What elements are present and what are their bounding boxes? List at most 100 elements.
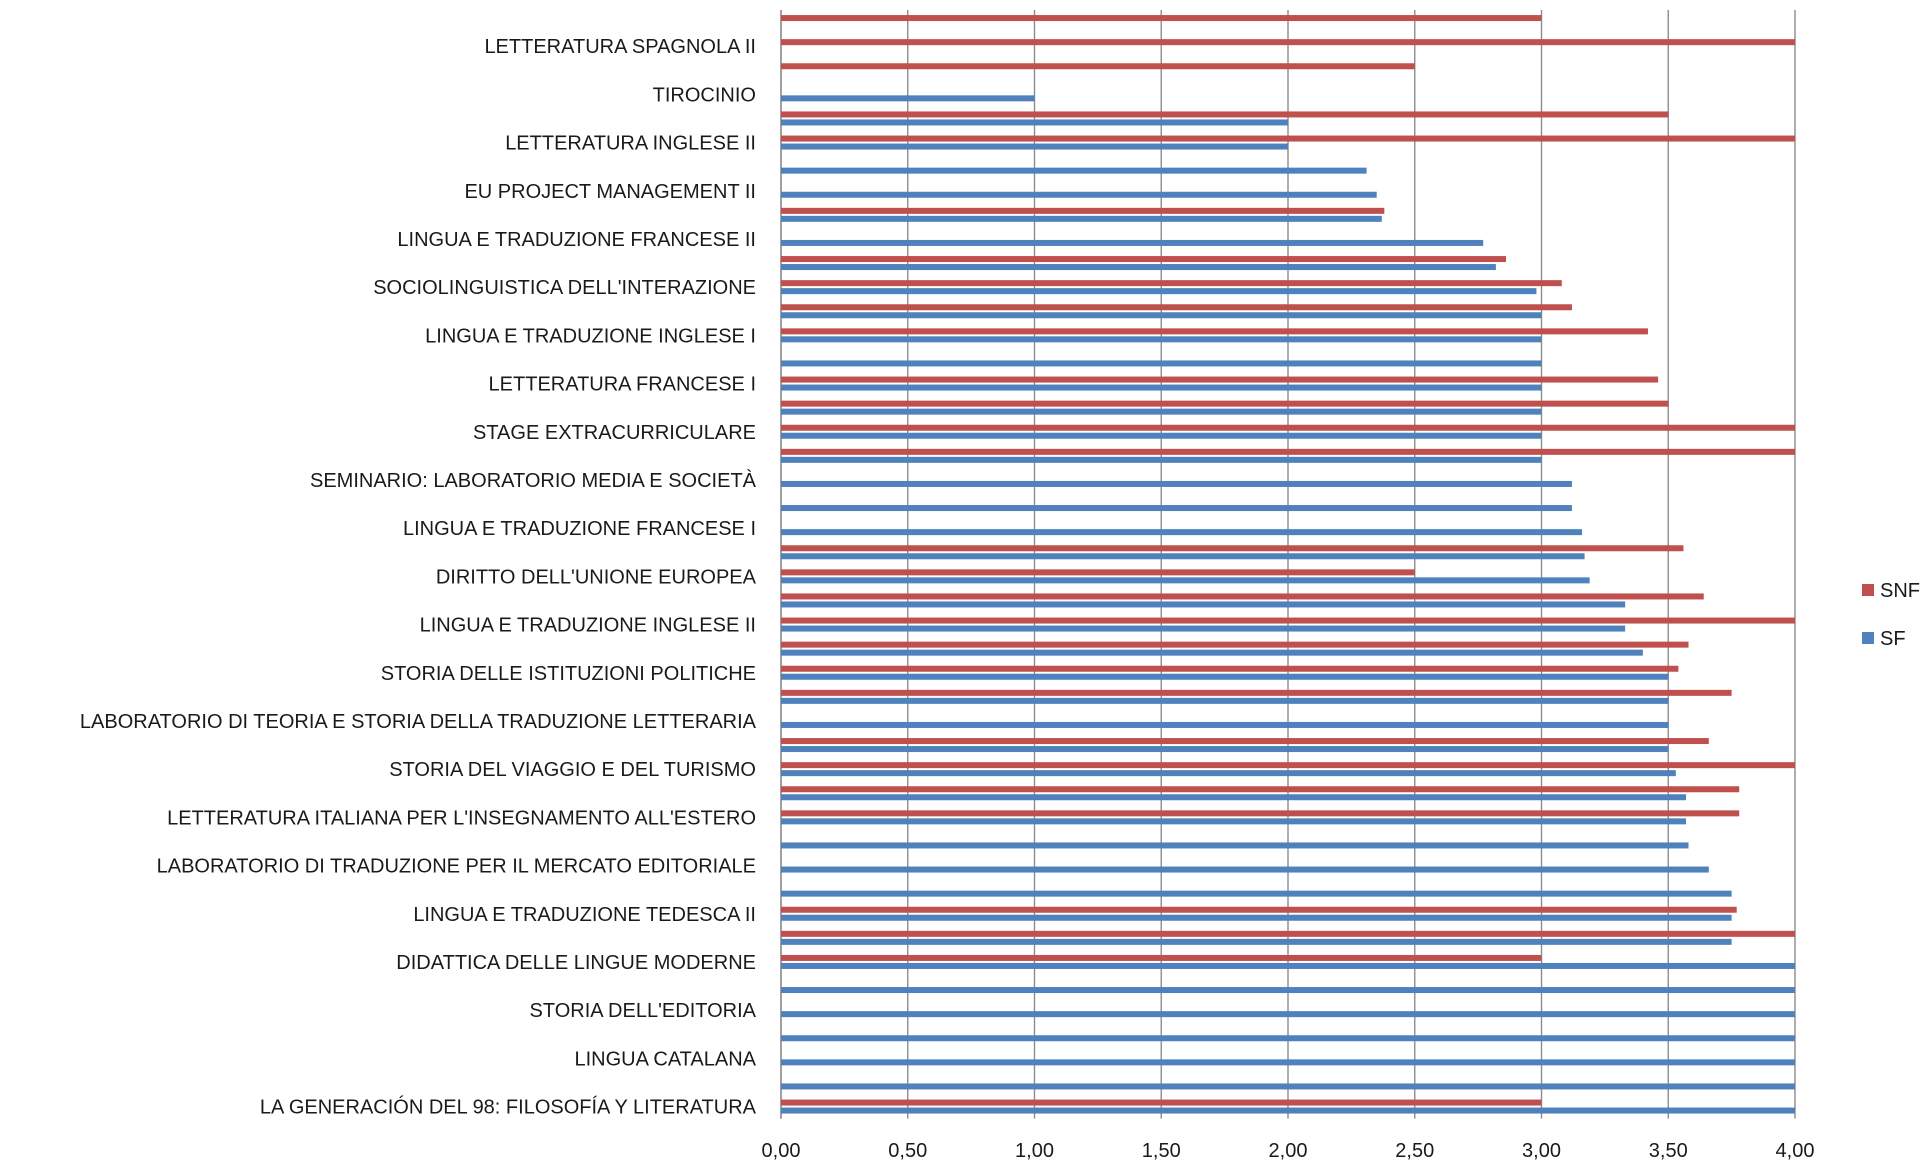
bar-snf: [781, 448, 1795, 455]
category-label: DIDATTICA DELLE LINGUE MODERNE: [396, 952, 756, 974]
bar-sf: [781, 288, 1537, 295]
bar-sf: [781, 1083, 1795, 1090]
x-tick-label: 4,00: [1776, 1140, 1815, 1162]
bar-snf: [781, 738, 1709, 745]
bar-snf: [781, 280, 1562, 287]
category-labels: LETTERATURA SPAGNOLA II TIROCINIO LETTERAT…: [80, 36, 757, 1118]
bar-snf: [781, 424, 1795, 431]
bar-sf: [781, 987, 1795, 994]
bar-snf: [781, 930, 1795, 937]
bar-sf: [781, 505, 1572, 512]
bar-sf: [781, 215, 1382, 222]
bar-sf: [781, 432, 1542, 439]
legend-label-snf: SNF: [1880, 580, 1920, 602]
category-label: STORIA DELL'EDITORIA: [530, 1000, 757, 1022]
bar-sf: [781, 384, 1542, 391]
legend-swatch-sf: [1862, 632, 1874, 644]
bar-sf: [781, 890, 1732, 897]
bar-sf: [781, 697, 1669, 704]
legend-label-sf: SF: [1880, 628, 1906, 650]
bar-snf: [781, 762, 1795, 769]
bar-snf: [781, 665, 1679, 672]
bar-snf: [781, 39, 1795, 46]
x-tick-label: 2,00: [1269, 1140, 1308, 1162]
legend-swatch-snf: [1862, 584, 1874, 596]
x-tick-label: 0,00: [762, 1140, 801, 1162]
category-label: LINGUA E TRADUZIONE FRANCESE II: [397, 229, 756, 251]
x-tick-label: 3,00: [1522, 1140, 1561, 1162]
bar-sf: [781, 191, 1377, 198]
bar-snf: [781, 256, 1507, 263]
category-label: LINGUA E TRADUZIONE INGLESE II: [420, 615, 756, 637]
category-label: STORIA DEL VIAGGIO E DEL TURISMO: [389, 759, 756, 781]
category-label: LABORATORIO DI TEORIA E STORIA DELLA TRA…: [80, 711, 757, 733]
bar-sf: [781, 1035, 1795, 1042]
bar-snf: [781, 328, 1648, 335]
bar-snf: [781, 593, 1704, 600]
bar-sf: [781, 167, 1367, 174]
category-label: LINGUA CATALANA: [574, 1048, 756, 1070]
bar-snf: [781, 810, 1740, 817]
bar-snf: [781, 376, 1659, 383]
category-label: LETTERATURA SPAGNOLA II: [484, 36, 756, 58]
legend: SNF SF: [1862, 580, 1920, 650]
bar-snf: [781, 689, 1732, 696]
grid-lines: [780, 10, 1796, 1119]
bar-snf: [781, 786, 1740, 793]
bar-sf: [781, 360, 1542, 367]
x-tick-label: 0,50: [888, 1140, 927, 1162]
bars: [781, 15, 1795, 1114]
category-label: LETTERATURA FRANCESE I: [489, 374, 756, 396]
category-label: STORIA DELLE ISTITUZIONI POLITICHE: [381, 663, 756, 685]
x-tick-label: 1,00: [1015, 1140, 1054, 1162]
bar-snf: [781, 954, 1542, 961]
category-label: LA GENERACIÓN DEL 98: FILOSOFÍA Y LITERA…: [260, 1096, 757, 1119]
bar-sf: [781, 577, 1590, 584]
bar-snf: [781, 1099, 1542, 1106]
bar-sf: [781, 408, 1542, 415]
bar-sf: [781, 239, 1484, 246]
bar-sf: [781, 866, 1709, 873]
bar-sf: [781, 119, 1288, 126]
bar-snf: [781, 545, 1684, 552]
bar-sf: [781, 818, 1686, 825]
bar-sf: [781, 649, 1643, 656]
bar-sf: [781, 721, 1669, 728]
category-label: LINGUA E TRADUZIONE TEDESCA II: [413, 904, 756, 926]
x-axis-ticks: 0,00 0,50 1,00 1,50 2,00 2,50 3,00 3,50 4,00: [762, 1140, 1815, 1162]
category-label: LINGUA E TRADUZIONE FRANCESE I: [403, 518, 756, 540]
category-label: DIRITTO DELL'UNIONE EUROPEA: [436, 566, 757, 588]
bar-sf: [781, 673, 1669, 680]
bar-sf: [781, 914, 1732, 921]
bar-snf: [781, 63, 1415, 70]
bar-snf: [781, 304, 1572, 311]
bar-sf: [781, 312, 1542, 319]
bar-sf: [781, 95, 1035, 102]
category-label: LABORATORIO DI TRADUZIONE PER IL MERCATO…: [157, 856, 756, 878]
bar-sf: [781, 794, 1686, 801]
bar-sf: [781, 1011, 1795, 1018]
category-label: LINGUA E TRADUZIONE INGLESE I: [425, 325, 756, 347]
x-tick-label: 1,50: [1142, 1140, 1181, 1162]
category-label: SEMINARIO: LABORATORIO MEDIA E SOCIETÀ: [310, 469, 757, 492]
bar-snf: [781, 15, 1542, 22]
bar-sf: [781, 480, 1572, 487]
bar-sf: [781, 264, 1496, 271]
bar-sf: [781, 529, 1583, 536]
bar-sf: [781, 842, 1689, 849]
category-label: TIROCINIO: [653, 84, 756, 106]
bar-sf: [781, 746, 1669, 753]
bar-sf: [781, 938, 1732, 945]
x-tick-label: 2,50: [1395, 1140, 1434, 1162]
bar-sf: [781, 456, 1542, 463]
category-label: EU PROJECT MANAGEMENT II: [464, 181, 756, 203]
bar-snf: [781, 400, 1669, 407]
bar-snf: [781, 906, 1737, 913]
bar-sf: [781, 770, 1676, 777]
category-label: LETTERATURA INGLESE II: [505, 133, 756, 155]
bar-sf: [781, 601, 1626, 608]
bar-sf: [781, 625, 1626, 632]
bar-sf: [781, 962, 1795, 969]
bar-sf: [781, 553, 1585, 560]
